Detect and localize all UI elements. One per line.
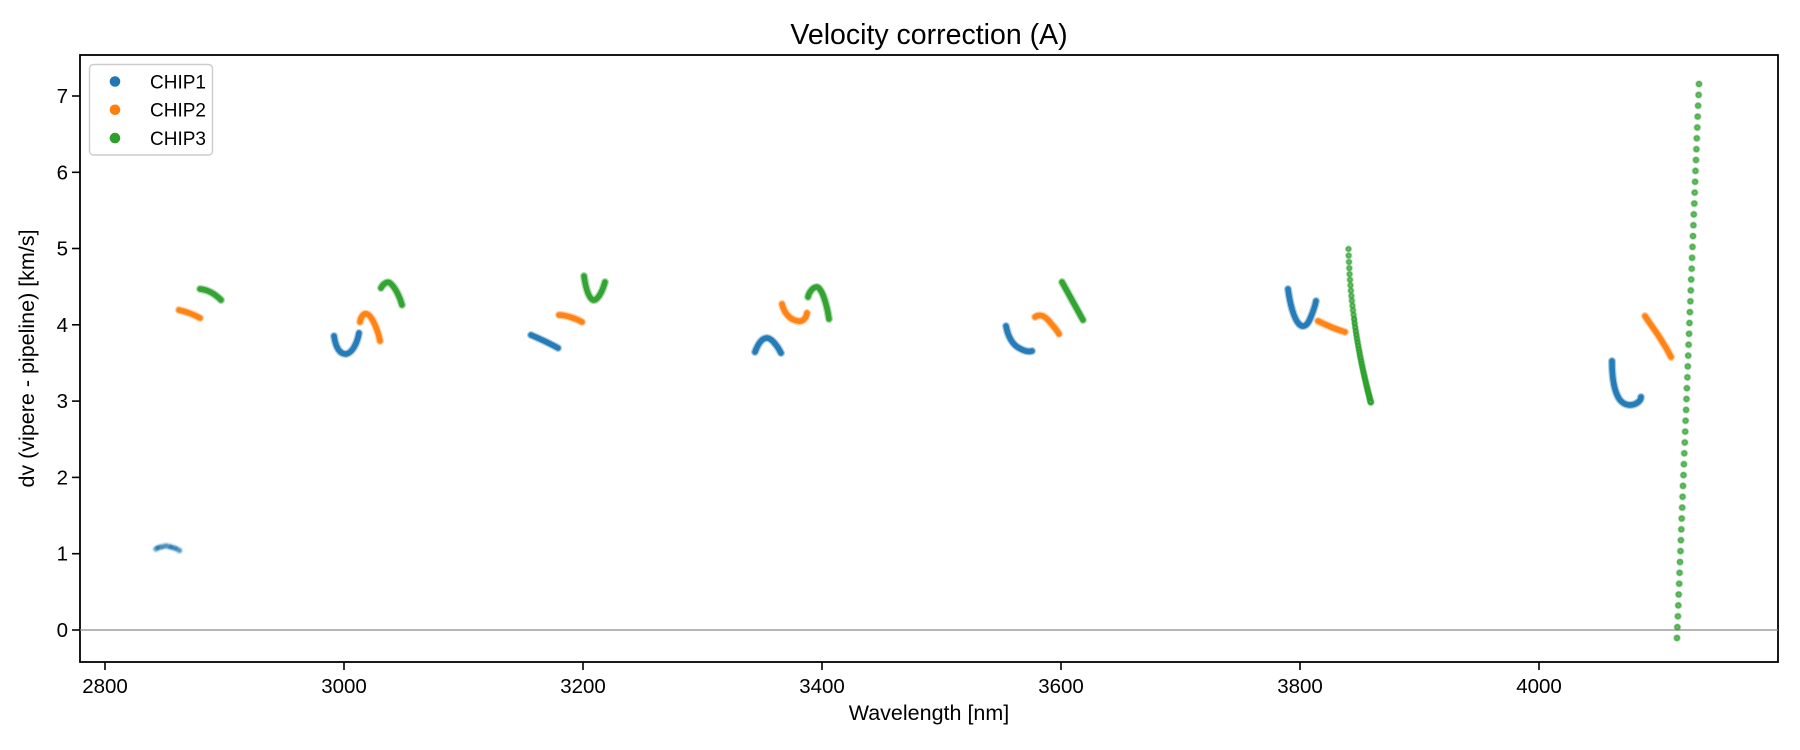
svg-text:7: 7: [57, 85, 68, 108]
svg-text:CHIP2: CHIP2: [150, 101, 206, 122]
svg-text:3800: 3800: [1277, 675, 1323, 698]
svg-text:4: 4: [57, 314, 68, 337]
svg-text:2: 2: [57, 466, 68, 489]
svg-text:3200: 3200: [560, 675, 606, 698]
svg-text:3000: 3000: [321, 675, 367, 698]
svg-text:2800: 2800: [82, 675, 128, 698]
svg-text:3400: 3400: [799, 675, 845, 698]
svg-text:6: 6: [57, 161, 68, 184]
svg-text:3: 3: [57, 390, 68, 413]
svg-text:Wavelength [nm]: Wavelength [nm]: [849, 701, 1010, 725]
svg-text:5: 5: [57, 238, 68, 261]
svg-text:dv (vipere - pipeline) [km/s]: dv (vipere - pipeline) [km/s]: [15, 229, 39, 487]
svg-text:Velocity correction (A): Velocity correction (A): [790, 19, 1067, 51]
svg-text:4000: 4000: [1516, 675, 1562, 698]
svg-text:1: 1: [57, 543, 68, 566]
svg-text:CHIP1: CHIP1: [150, 72, 206, 93]
svg-text:0: 0: [57, 619, 68, 642]
svg-text:3600: 3600: [1038, 675, 1084, 698]
svg-text:CHIP3: CHIP3: [150, 129, 206, 150]
